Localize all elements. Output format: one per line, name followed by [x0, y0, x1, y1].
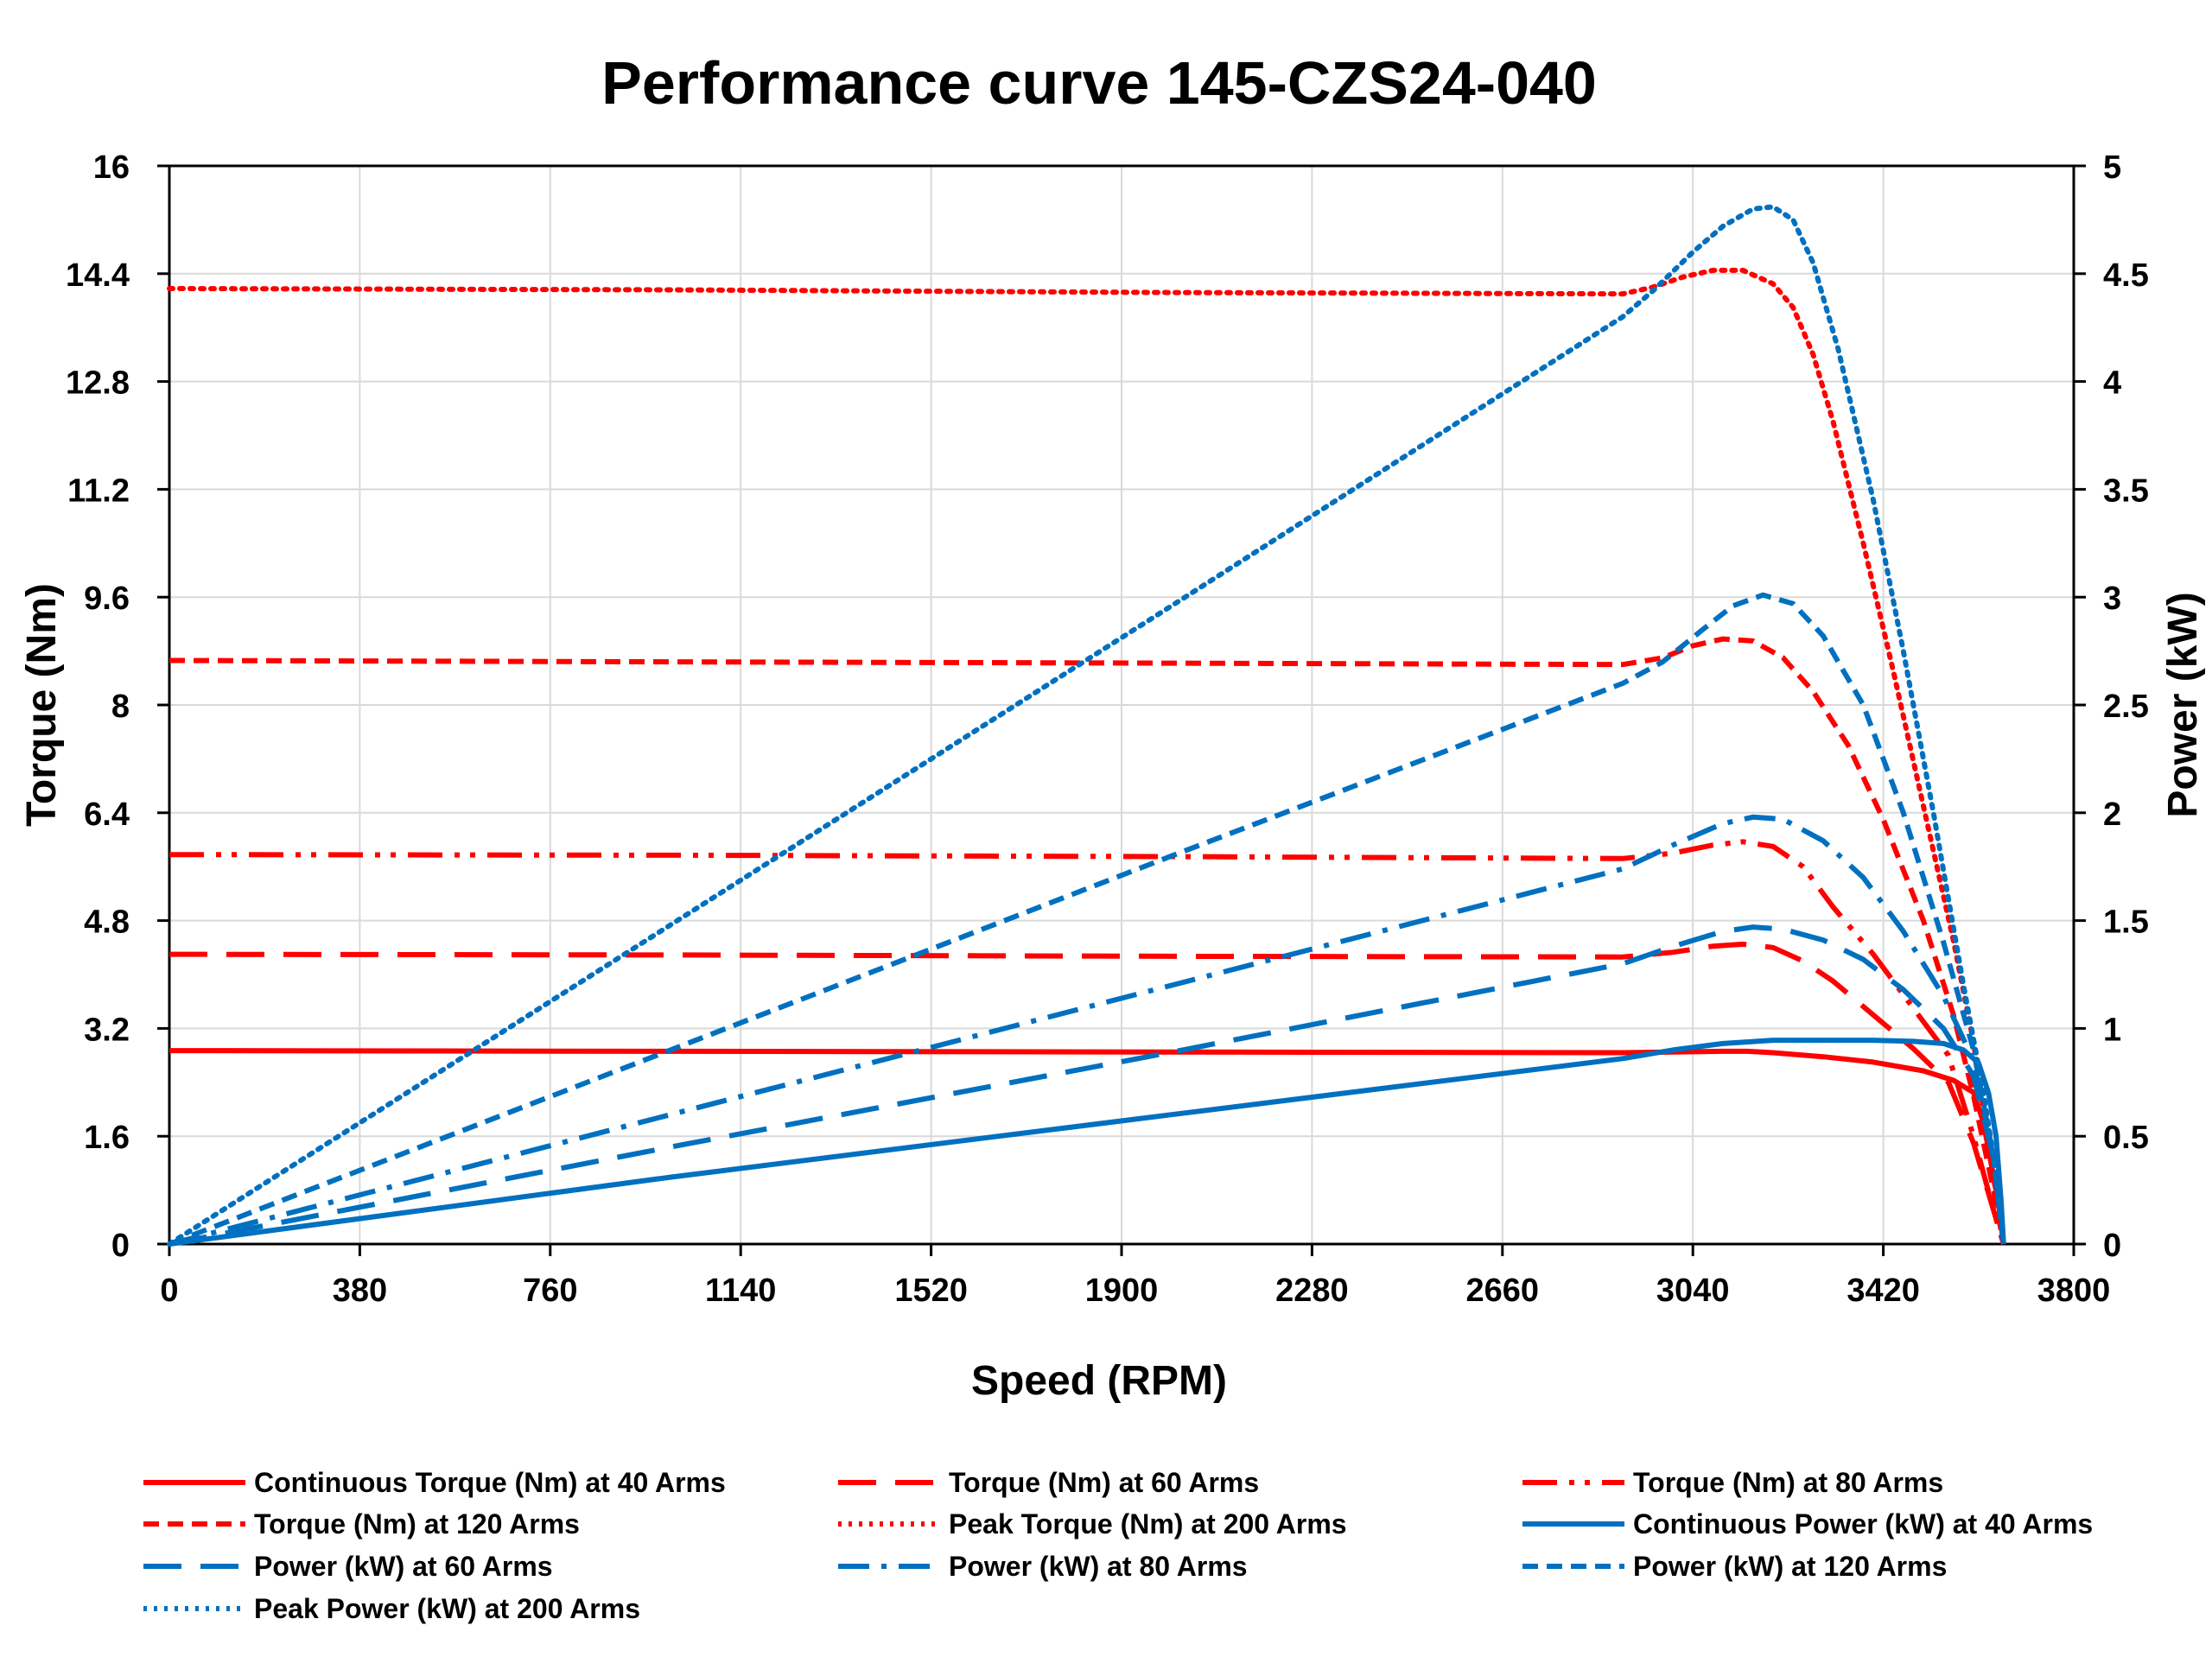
- legend-entry: Continuous Torque (Nm) at 40 Arms: [254, 1467, 726, 1498]
- x-tick-label: 3420: [1847, 1273, 1920, 1309]
- x-tick-label: 2660: [1466, 1273, 1540, 1309]
- y2-tick-label: 0: [2103, 1228, 2121, 1264]
- x-tick-label: 0: [160, 1273, 178, 1309]
- y-tick-label: 12.8: [66, 365, 130, 402]
- y-tick-label: 16: [93, 149, 130, 186]
- series-line: [168, 924, 2006, 1247]
- series-line: [168, 636, 2006, 1245]
- legend-entry: Peak Torque (Nm) at 200 Arms: [949, 1508, 1347, 1540]
- y2-tick-label: 2: [2103, 797, 2121, 833]
- legend-entry: Power (kW) at 80 Arms: [949, 1551, 1248, 1582]
- y-axis-label: Torque (Nm): [19, 583, 65, 827]
- y2-tick-label: 0.5: [2103, 1120, 2149, 1156]
- series-lines: [167, 204, 2006, 1247]
- y-tick-label: 3.2: [84, 1012, 130, 1048]
- x-tick-label: 1140: [705, 1273, 776, 1309]
- legend-entry: Power (kW) at 60 Arms: [254, 1551, 553, 1582]
- series-line: [167, 204, 2006, 1247]
- y-tick-label: 8: [111, 689, 130, 725]
- series-line: [168, 814, 2006, 1247]
- y-tick-label: 1.6: [84, 1120, 130, 1156]
- x-tick-label: 2280: [1275, 1273, 1349, 1309]
- legend-entry: Power (kW) at 120 Arms: [1633, 1551, 1947, 1582]
- legend: Continuous Torque (Nm) at 40 Arms Torque …: [143, 1467, 2093, 1624]
- y-tick-label: 6.4: [84, 797, 130, 833]
- legend-entry: Peak Power (kW) at 200 Arms: [254, 1593, 640, 1624]
- y-tick-label: 9.6: [84, 581, 130, 617]
- series-line: [167, 267, 2006, 1247]
- y-tick-label: 11.2: [67, 473, 130, 509]
- gridlines: [169, 166, 2074, 1244]
- legend-entry: Torque (Nm) at 80 Arms: [1633, 1467, 1943, 1498]
- y-tick-label: 0: [111, 1228, 130, 1264]
- y2-tick-label: 2.5: [2103, 689, 2149, 725]
- y-tick-label: 4.8: [84, 905, 130, 941]
- y-tick-label: 14.4: [66, 257, 130, 294]
- x-tick-label: 380: [333, 1273, 387, 1309]
- x-tick-label: 760: [523, 1273, 577, 1309]
- series-line: [168, 592, 2006, 1247]
- y2-tick-label: 4: [2103, 365, 2121, 402]
- series-line: [168, 839, 2006, 1245]
- y2-tick-label: 1.5: [2103, 905, 2149, 941]
- series-line: [168, 941, 2006, 1245]
- x-tick-label: 3040: [1656, 1273, 1730, 1309]
- chart-title: Performance curve 145-CZS24-040: [601, 49, 1597, 117]
- series-line: [168, 1038, 2006, 1247]
- x-axis-label: Speed (RPM): [971, 1358, 1227, 1404]
- axis-ticks: 0 380 760 1140 1520 1900 2280 2660 3040 3420 38000…: [66, 149, 2149, 1309]
- x-tick-label: 1520: [894, 1273, 968, 1309]
- x-tick-label: 3800: [2037, 1273, 2111, 1309]
- x-tick-label: 1900: [1085, 1273, 1159, 1309]
- y2-tick-label: 4.5: [2103, 257, 2149, 294]
- y2-axis-label: Power (kW): [2160, 592, 2206, 817]
- legend-entry: Torque (Nm) at 120 Arms: [254, 1508, 580, 1540]
- y2-tick-label: 5: [2103, 149, 2121, 186]
- series-line: [168, 1048, 2006, 1245]
- y2-tick-label: 3: [2103, 581, 2121, 617]
- legend-entry: Continuous Power (kW) at 40 Arms: [1633, 1508, 2093, 1540]
- legend-entry: Torque (Nm) at 60 Arms: [949, 1467, 1259, 1498]
- y2-tick-label: 1: [2103, 1012, 2121, 1048]
- y2-tick-label: 3.5: [2103, 473, 2149, 509]
